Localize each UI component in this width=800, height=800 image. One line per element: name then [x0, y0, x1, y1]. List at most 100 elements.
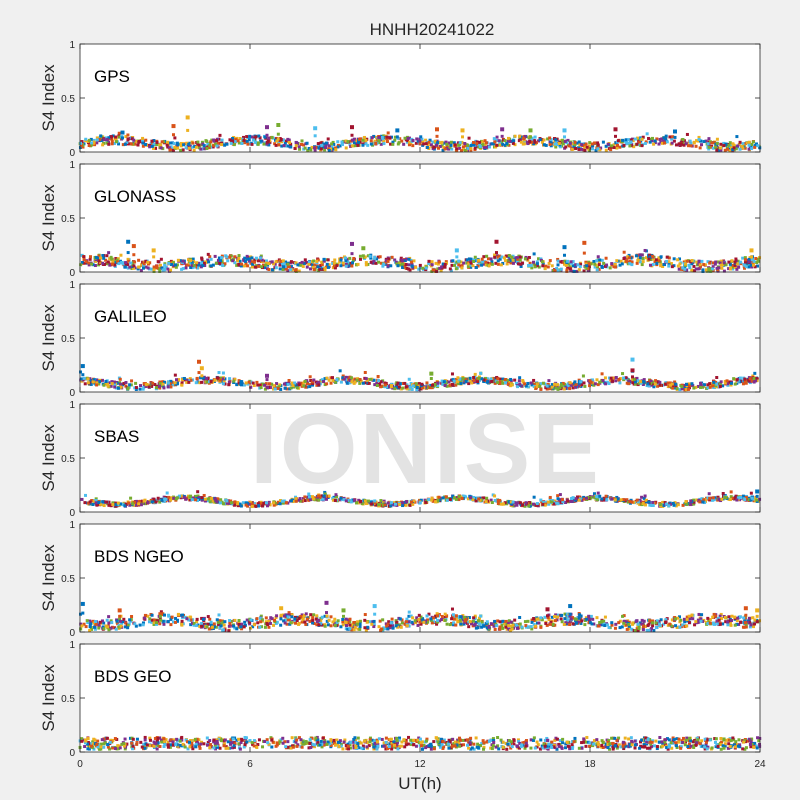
- data-point: [391, 142, 395, 146]
- data-point: [388, 136, 392, 140]
- data-point: [461, 494, 465, 498]
- data-point: [558, 386, 562, 390]
- data-point: [312, 378, 316, 382]
- data-point: [576, 384, 580, 388]
- data-point: [644, 256, 648, 260]
- spike-point: [186, 128, 190, 132]
- data-point: [703, 498, 707, 502]
- data-point: [750, 496, 754, 500]
- scatter-points: [80, 489, 762, 509]
- data-point: [177, 378, 181, 382]
- data-point: [222, 379, 226, 383]
- data-point: [589, 496, 593, 500]
- data-point: [518, 622, 522, 626]
- data-point: [97, 256, 101, 260]
- data-point: [685, 268, 689, 272]
- data-point: [91, 619, 95, 623]
- data-point: [596, 255, 600, 259]
- data-point: [162, 140, 166, 144]
- data-point: [229, 254, 233, 258]
- data-point: [448, 497, 452, 501]
- data-point: [286, 144, 290, 148]
- data-point: [662, 503, 666, 507]
- data-point: [157, 384, 161, 388]
- data-point: [471, 498, 475, 502]
- spike-point: [495, 251, 498, 255]
- data-point: [640, 253, 644, 257]
- data-point: [627, 256, 631, 260]
- data-point: [633, 380, 637, 384]
- data-point: [687, 263, 691, 267]
- data-point: [707, 145, 711, 149]
- spike-point: [313, 134, 317, 138]
- spike-point: [673, 129, 677, 134]
- plot-area: [80, 404, 760, 512]
- data-point: [182, 495, 186, 499]
- data-point: [207, 496, 211, 500]
- data-point: [363, 499, 367, 503]
- data-point: [542, 138, 546, 142]
- data-point: [726, 383, 730, 387]
- data-point: [465, 261, 469, 265]
- data-point: [581, 374, 585, 378]
- data-point: [236, 139, 240, 143]
- data-point: [333, 380, 337, 384]
- data-point: [343, 498, 347, 502]
- data-point: [364, 142, 368, 146]
- spike-point: [563, 253, 566, 257]
- data-point: [386, 622, 390, 626]
- data-point: [201, 264, 205, 268]
- data-point: [451, 259, 455, 263]
- data-point: [174, 263, 178, 267]
- data-point: [743, 617, 747, 621]
- data-point: [416, 139, 420, 143]
- data-point: [495, 255, 499, 259]
- data-point: [489, 257, 493, 261]
- data-point: [417, 267, 421, 271]
- data-point: [516, 385, 520, 389]
- data-point: [532, 382, 536, 386]
- data-point: [284, 501, 288, 505]
- data-point: [528, 140, 532, 144]
- data-point: [338, 260, 342, 264]
- data-point: [386, 131, 390, 135]
- data-point: [247, 138, 251, 142]
- data-point: [404, 262, 408, 266]
- spike-point: [455, 255, 459, 259]
- spike-point: [197, 371, 201, 375]
- data-point: [572, 269, 576, 273]
- data-point: [287, 618, 291, 622]
- data-point: [258, 383, 262, 387]
- data-point: [249, 385, 253, 389]
- data-point: [614, 375, 618, 379]
- data-point: [533, 135, 537, 139]
- data-point: [131, 502, 135, 506]
- y-axis-label: S4 Index: [39, 184, 58, 252]
- data-point: [401, 504, 405, 508]
- data-point: [195, 261, 199, 265]
- data-point: [751, 144, 755, 148]
- y-tick-label: 0.5: [61, 334, 75, 345]
- data-point: [408, 143, 412, 147]
- data-point: [454, 267, 458, 271]
- data-point: [701, 268, 705, 272]
- data-point: [215, 500, 219, 504]
- data-point: [343, 256, 347, 260]
- data-point: [672, 264, 676, 268]
- data-point: [289, 145, 293, 149]
- data-point: [324, 141, 328, 145]
- data-point: [552, 499, 556, 503]
- data-point: [107, 503, 111, 507]
- data-point: [515, 256, 519, 260]
- data-point: [441, 148, 445, 152]
- data-point: [241, 501, 245, 505]
- data-point: [415, 388, 419, 392]
- spike-point: [529, 135, 532, 139]
- spike-point: [454, 248, 459, 253]
- data-point: [186, 144, 190, 148]
- data-point: [447, 141, 451, 145]
- data-point: [229, 141, 233, 145]
- data-point: [379, 499, 383, 503]
- data-point: [730, 265, 734, 269]
- data-point: [192, 621, 196, 625]
